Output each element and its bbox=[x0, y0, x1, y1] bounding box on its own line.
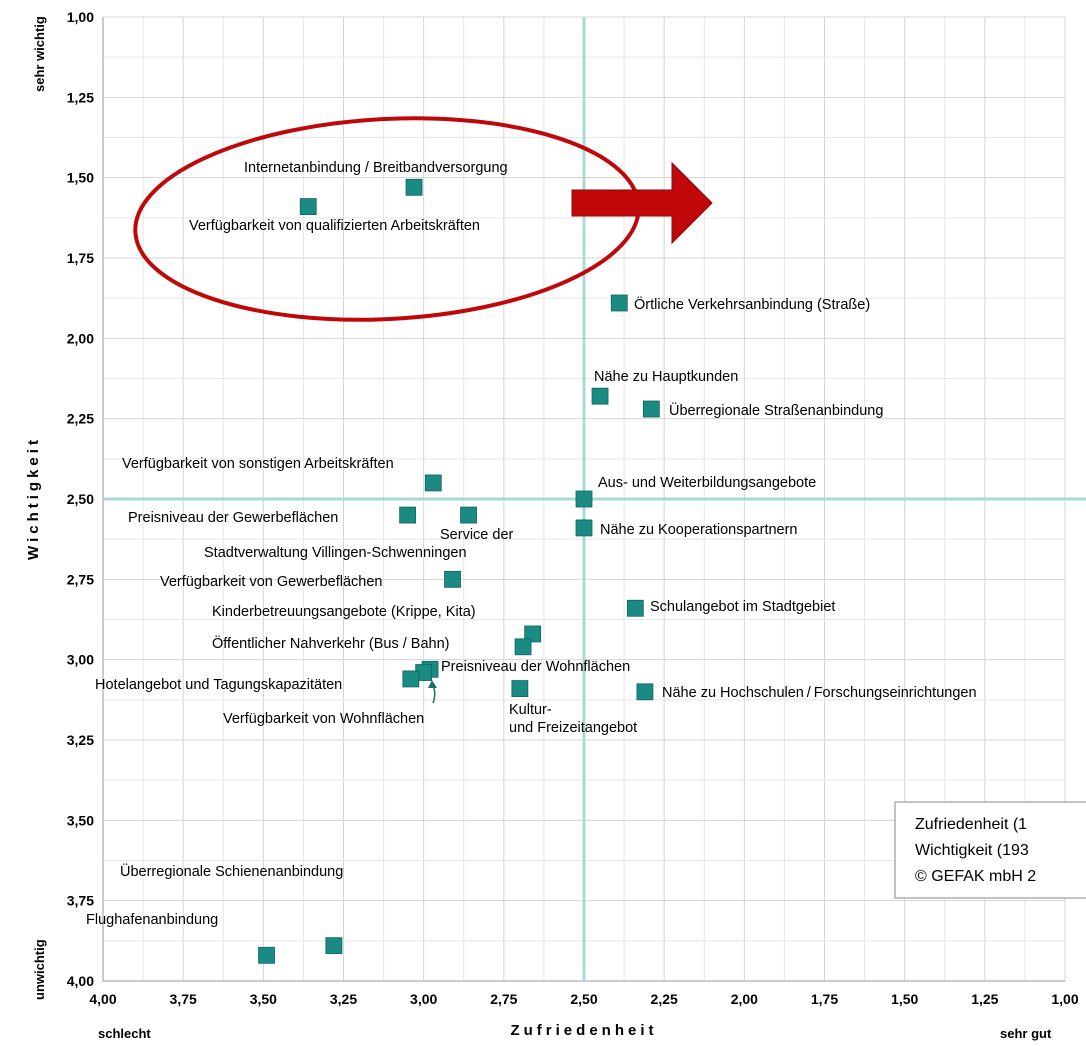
y-tick-label: 2,00 bbox=[67, 330, 94, 346]
data-point-marker bbox=[642, 400, 660, 418]
y-end-label-top: sehr wichtig bbox=[32, 16, 47, 92]
data-point-label: Preisniveau der Gewerbeflächen bbox=[128, 510, 338, 526]
y-tick-label: 3,75 bbox=[67, 893, 94, 909]
x-tick-label: 4,00 bbox=[89, 991, 116, 1007]
data-point-marker bbox=[444, 570, 461, 588]
data-point-marker bbox=[636, 683, 654, 701]
data-point-label: Internetanbindung / Breitbandversorgung bbox=[244, 160, 508, 176]
x-tick-label: 2,50 bbox=[570, 991, 597, 1007]
data-point-label: Aus- und Weiterbildungsangebote bbox=[598, 475, 816, 491]
info-line-2: Wichtigkeit (193 bbox=[915, 842, 1029, 859]
y-tick-label: 2,50 bbox=[67, 491, 94, 507]
data-point-label: Flughafenanbindung bbox=[86, 912, 218, 928]
data-point-label: Preisniveau der Wohnflächen bbox=[441, 659, 630, 675]
x-end-label-right: sehr gut bbox=[1000, 1026, 1052, 1041]
data-point-marker bbox=[460, 506, 477, 524]
y-tick-label: 3,00 bbox=[67, 652, 94, 668]
info-line-1: Zufriedenheit (1 bbox=[915, 816, 1027, 833]
data-point-marker bbox=[575, 490, 593, 508]
x-tick-label: 1,75 bbox=[811, 991, 838, 1007]
info-box-frame bbox=[894, 801, 1086, 899]
data-point-label: und Freizeitangebot bbox=[509, 720, 637, 736]
info-line-3: © GEFAK mbH 2 bbox=[915, 868, 1036, 885]
data-point-label: Öffentlicher Nahverkehr (Bus / Bahn) bbox=[212, 634, 449, 652]
data-point-label: Nähe zu Hochschulen / Forschungseinricht… bbox=[662, 685, 977, 701]
x-tick-label: 1,50 bbox=[891, 991, 918, 1007]
data-point-marker bbox=[514, 638, 532, 656]
y-tick-label: 1,50 bbox=[67, 170, 94, 186]
x-axis-ticks: 4,00 3,75 3,50 3,25 3,00 2,75 2,50 2,25 2,00 1,75… bbox=[89, 991, 1078, 1007]
wohnflaechen-pointer-head bbox=[428, 680, 437, 688]
data-point-label: Verfügbarkeit von qualifizierten Arbeits… bbox=[189, 218, 480, 234]
data-point-marker bbox=[524, 625, 542, 643]
info-box: Zufriedenheit (1 Wichtigkeit (193 © GEFA… bbox=[894, 801, 1086, 899]
y-tick-label: 1,75 bbox=[67, 250, 94, 266]
highlight-arrow bbox=[571, 161, 713, 245]
x-tick-label: 2,75 bbox=[490, 991, 517, 1007]
data-point-label: Verfügbarkeit von Gewerbeflächen bbox=[160, 574, 382, 590]
y-tick-label: 2,25 bbox=[67, 411, 94, 427]
highlight-annotation bbox=[133, 116, 713, 322]
data-point-label: Kinderbetreuungsangebote (Krippe, Kita) bbox=[212, 604, 476, 620]
x-tick-label: 2,00 bbox=[731, 991, 758, 1007]
y-end-label-bottom: unwichtig bbox=[32, 939, 47, 1000]
data-point-marker bbox=[610, 294, 628, 312]
data-point-label: Örtliche Verkehrsanbindung (Straße) bbox=[634, 295, 870, 313]
data-point-marker bbox=[399, 506, 417, 524]
y-tick-label: 2,75 bbox=[67, 571, 94, 587]
data-point-marker bbox=[424, 474, 442, 492]
data-point-marker bbox=[591, 387, 609, 405]
data-point-label: Verfügbarkeit von sonstigen Arbeitskräft… bbox=[122, 456, 394, 472]
data-point-label: Service der bbox=[440, 527, 514, 543]
x-tick-label: 3,25 bbox=[330, 991, 357, 1007]
data-point-marker bbox=[626, 599, 644, 617]
x-axis-title: Zufriedenheit bbox=[510, 1022, 657, 1039]
data-point-label: Schulangebot im Stadtgebiet bbox=[650, 599, 835, 615]
y-tick-label: 3,50 bbox=[67, 812, 94, 828]
data-labels: Internetanbindung / Breitbandversorgung V… bbox=[86, 160, 977, 928]
x-end-label-left: schlecht bbox=[98, 1026, 151, 1041]
data-point-label: Hotelangebot und Tagungskapazitäten bbox=[95, 677, 342, 693]
data-point-label: Nähe zu Kooperationspartnern bbox=[600, 522, 798, 538]
data-point-label: Nähe zu Hauptkunden bbox=[594, 369, 738, 385]
data-point-label: Kultur- bbox=[509, 702, 552, 718]
data-point-marker bbox=[325, 937, 343, 955]
data-point-marker bbox=[575, 519, 593, 537]
y-axis-title: Wichtigkeit bbox=[25, 436, 42, 560]
data-point-marker bbox=[258, 946, 275, 964]
data-point-label: Überregionale Schienenanbindung bbox=[120, 862, 343, 880]
y-tick-label: 1,00 bbox=[67, 9, 94, 25]
data-markers bbox=[258, 178, 660, 964]
x-tick-label: 2,25 bbox=[651, 991, 678, 1007]
data-point-marker bbox=[511, 680, 529, 697]
data-point-label: Überregionale Straßenanbindung bbox=[669, 401, 883, 419]
x-tick-label: 3,75 bbox=[170, 991, 197, 1007]
y-tick-label: 3,25 bbox=[67, 732, 94, 748]
data-point-marker bbox=[402, 670, 420, 688]
y-tick-label: 4,00 bbox=[67, 973, 94, 989]
data-point-label: Verfügbarkeit von Wohnflächen bbox=[223, 711, 424, 727]
x-tick-label: 3,50 bbox=[250, 991, 277, 1007]
y-tick-label: 1,25 bbox=[67, 89, 94, 105]
data-point-marker bbox=[299, 198, 317, 215]
x-tick-label: 1,00 bbox=[1051, 991, 1078, 1007]
x-tick-label: 1,25 bbox=[971, 991, 998, 1007]
x-tick-label: 3,00 bbox=[410, 991, 437, 1007]
data-point-marker bbox=[405, 178, 423, 196]
y-axis-ticks: 1,00 1,25 1,50 1,75 2,00 2,25 2,50 2,75 3,00 3,25… bbox=[67, 9, 94, 989]
data-point-label: Stadtverwaltung Villingen-Schwenningen bbox=[204, 545, 467, 561]
